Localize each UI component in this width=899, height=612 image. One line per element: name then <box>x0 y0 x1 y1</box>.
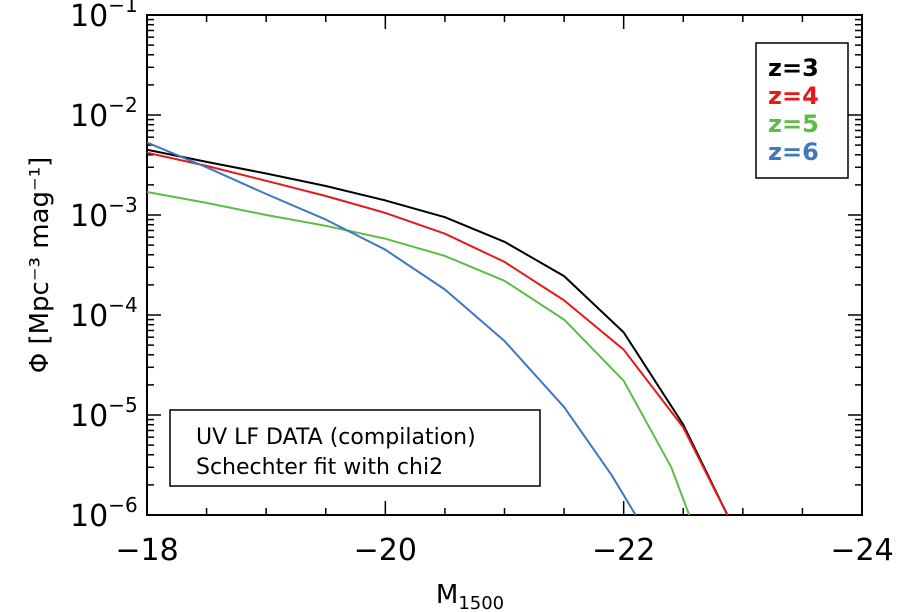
x-tick-label: −18 <box>115 533 178 568</box>
y-tick-label: 10−1 <box>70 0 138 34</box>
y-tick-label: 10−4 <box>70 293 138 334</box>
legend: z=3z=4z=5z=6 <box>755 42 849 179</box>
x-axis-title-subscript: 1500 <box>458 593 504 612</box>
x-axis-title: M1500 <box>436 580 504 612</box>
axis-ticks <box>146 14 863 516</box>
y-tick-label-base: 10 <box>70 299 108 334</box>
x-tick-label: −24 <box>830 533 893 568</box>
y-tick-label-base: 10 <box>70 0 108 34</box>
legend-entry-z5: z=5 <box>768 110 819 138</box>
annotation-line-1: UV LF DATA (compilation) <box>196 425 476 450</box>
legend-frame <box>755 42 849 179</box>
y-tick-label-exponent: −6 <box>108 493 137 517</box>
y-tick-label-base: 10 <box>70 99 108 134</box>
legend-entry-z6: z=6 <box>768 138 819 166</box>
y-tick-label-base: 10 <box>70 199 108 234</box>
y-tick-label-exponent: −3 <box>108 193 137 217</box>
series-line-z6 <box>147 141 637 515</box>
legend-entry-z3: z=3 <box>768 54 819 82</box>
y-tick-label-exponent: −5 <box>108 393 137 417</box>
y-tick-label-exponent: −1 <box>108 0 137 17</box>
y-tick-label-exponent: −4 <box>108 293 137 317</box>
legend-items: z=3z=4z=5z=6 <box>768 54 819 166</box>
legend-entry-z4: z=4 <box>768 82 819 110</box>
y-axis-title: Φ [Mpc⁻³ mag⁻¹] <box>25 157 55 374</box>
y-tick-label: 10−2 <box>70 93 138 134</box>
y-tick-label: 10−6 <box>70 493 138 534</box>
x-tick-label: −20 <box>354 533 417 568</box>
series-line-z3 <box>147 148 729 515</box>
series-lines <box>147 141 729 515</box>
annotation-frame <box>169 409 541 487</box>
y-tick-label: 10−3 <box>70 193 138 234</box>
series-line-z5 <box>147 191 691 515</box>
y-tick-label-exponent: −2 <box>108 93 137 117</box>
y-tick-label-base: 10 <box>70 499 108 534</box>
y-tick-label: 10−5 <box>70 393 138 434</box>
y-tick-label-base: 10 <box>70 399 108 434</box>
y-tick-labels: 10−110−210−310−410−510−6 <box>70 0 138 534</box>
x-tick-label: −22 <box>592 533 655 568</box>
series-line-z4 <box>147 151 729 515</box>
annotation-line-2: Schechter fit with chi2 <box>196 455 443 480</box>
annotation-box: UV LF DATA (compilation) Schechter fit w… <box>169 409 541 487</box>
x-tick-labels: −18 −20 −22 −24 <box>115 533 893 568</box>
